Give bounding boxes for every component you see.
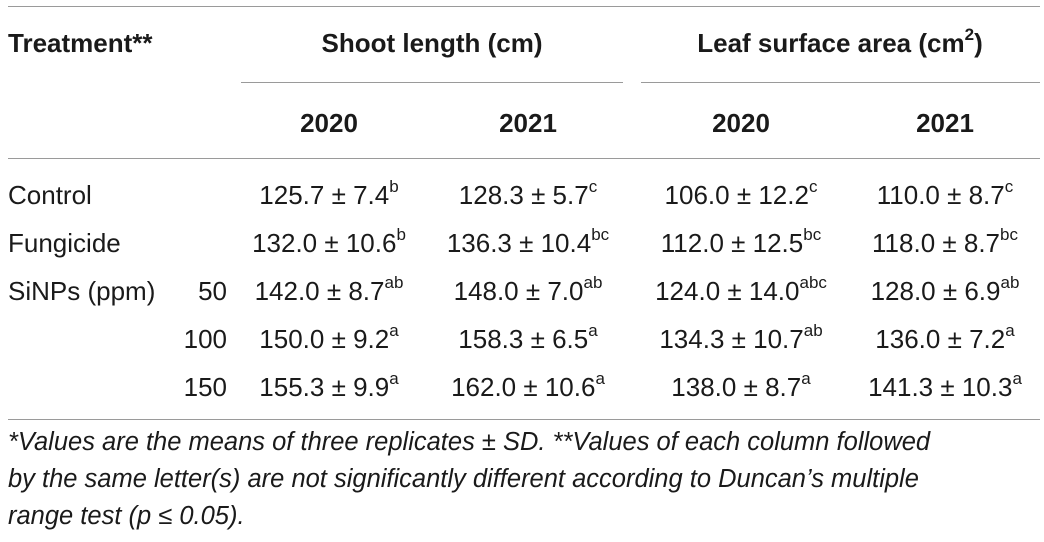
cell-significance-letter: ab <box>583 273 603 293</box>
leaf-area-group-rule <box>641 82 1040 83</box>
cell-significance-letter: b <box>389 177 399 197</box>
cell-value: 128.0 ± 6.9 <box>870 276 1001 306</box>
row-concentration: 100 <box>183 324 227 354</box>
table-footnote: *Values are the means of three replicate… <box>8 424 1040 535</box>
cell-significance-letter: a <box>1005 321 1015 341</box>
table-cell: 106.0 ± 12.2c <box>664 177 818 210</box>
cell-value: 125.7 ± 7.4 <box>259 180 390 210</box>
row-concentration: 50 <box>198 276 227 306</box>
cell-significance-letter: a <box>588 321 598 341</box>
header-bottom-rule <box>8 158 1040 159</box>
row-label: Fungicide <box>8 228 121 258</box>
cell-value: 136.0 ± 7.2 <box>875 324 1006 354</box>
leaf-area-header-text: Leaf surface area (cm <box>697 28 965 58</box>
year-header-shoot-2021: 2021 <box>499 108 557 138</box>
cell-value: 132.0 ± 10.6 <box>252 228 397 258</box>
cell-value: 138.0 ± 8.7 <box>671 372 802 402</box>
cell-significance-letter: c <box>1004 177 1014 197</box>
table-bottom-rule <box>8 419 1040 420</box>
row-label: SiNPs (ppm) <box>8 276 156 306</box>
cell-significance-letter: bc <box>591 225 610 245</box>
cell-significance-letter: c <box>588 177 598 197</box>
cell-value: 141.3 ± 10.3 <box>868 372 1013 402</box>
table-cell: 148.0 ± 7.0ab <box>453 273 603 306</box>
table-cell: 136.0 ± 7.2a <box>875 321 1015 354</box>
cell-significance-letter: a <box>389 321 399 341</box>
cell-significance-letter: a <box>1012 369 1022 389</box>
cell-significance-letter: bc <box>803 225 822 245</box>
table-cell: 136.3 ± 10.4bc <box>446 225 610 258</box>
footnote-line-3: range test (p ≤ 0.05). <box>8 502 245 530</box>
cell-value: 106.0 ± 12.2 <box>664 180 809 210</box>
cell-value: 148.0 ± 7.0 <box>453 276 584 306</box>
table-cell: 142.0 ± 8.7ab <box>254 273 404 306</box>
year-header-leaf-2020: 2020 <box>712 108 770 138</box>
cell-value: 118.0 ± 8.7 <box>872 228 1001 258</box>
table-cell: 128.0 ± 6.9ab <box>870 273 1020 306</box>
table-top-rule <box>8 6 1040 7</box>
year-header-shoot-2020: 2020 <box>300 108 358 138</box>
cell-significance-letter: a <box>595 369 605 389</box>
table-cell: 155.3 ± 9.9a <box>259 369 399 402</box>
cell-significance-letter: a <box>801 369 811 389</box>
table-cell: 128.3 ± 5.7c <box>458 177 598 210</box>
cell-significance-letter: abc <box>799 273 827 293</box>
table-cell: 112.0 ± 12.5bc <box>660 225 822 258</box>
table-cell: 125.7 ± 7.4b <box>259 177 399 210</box>
year-header-leaf-2021: 2021 <box>916 108 974 138</box>
table-cell: 158.3 ± 6.5a <box>458 321 598 354</box>
cell-significance-letter: ab <box>1000 273 1020 293</box>
cell-value: 128.3 ± 5.7 <box>458 180 589 210</box>
shoot-length-group-rule <box>241 82 623 83</box>
cell-value: 112.0 ± 12.5 <box>660 228 804 258</box>
table-cell: 150.0 ± 9.2a <box>259 321 399 354</box>
cell-value: 158.3 ± 6.5 <box>458 324 589 354</box>
cell-value: 136.3 ± 10.4 <box>446 228 592 258</box>
cell-significance-letter: b <box>396 225 406 245</box>
table-cell: 118.0 ± 8.7bc <box>872 225 1018 258</box>
table-cell: 138.0 ± 8.7a <box>671 369 811 402</box>
shoot-length-header: Shoot length (cm) <box>321 28 543 58</box>
leaf-area-header: Leaf surface area (cm2) <box>697 25 983 58</box>
table-cell: 132.0 ± 10.6b <box>252 225 406 258</box>
cell-value: 134.3 ± 10.7 <box>659 324 804 354</box>
cell-value: 150.0 ± 9.2 <box>259 324 390 354</box>
cell-significance-letter: bc <box>1000 225 1018 245</box>
cell-value: 162.0 ± 10.6 <box>451 372 596 402</box>
leaf-area-header-sup: 2 <box>964 25 975 45</box>
table-cell: 134.3 ± 10.7ab <box>659 321 823 354</box>
row-label: Control <box>8 180 92 210</box>
cell-significance-letter: ab <box>803 321 823 341</box>
table-cell: 162.0 ± 10.6a <box>451 369 605 402</box>
row-concentration: 150 <box>183 372 227 402</box>
treatment-header: Treatment** <box>8 28 153 58</box>
cell-significance-letter: c <box>808 177 818 197</box>
cell-value: 142.0 ± 8.7 <box>254 276 385 306</box>
cell-value: 124.0 ± 14.0 <box>655 276 800 306</box>
cell-significance-letter: a <box>389 369 399 389</box>
footnote-line-1: *Values are the means of three replicate… <box>8 428 931 456</box>
table-cell: 124.0 ± 14.0abc <box>655 273 827 306</box>
cell-value: 110.0 ± 8.7 <box>876 180 1005 210</box>
cell-significance-letter: ab <box>384 273 404 293</box>
table-cell: 141.3 ± 10.3a <box>868 369 1022 402</box>
footnote-line-2: by the same letter(s) are not significan… <box>8 465 919 493</box>
cell-value: 155.3 ± 9.9 <box>259 372 390 402</box>
leaf-area-header-close: ) <box>974 28 983 58</box>
table-cell: 110.0 ± 8.7c <box>876 177 1014 210</box>
